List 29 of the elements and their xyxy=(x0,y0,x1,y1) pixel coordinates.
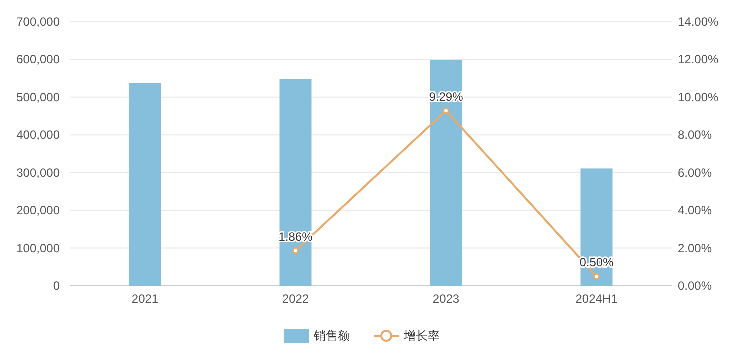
y2-tick-label: 2.00% xyxy=(678,241,712,256)
y2-tick-label: 4.00% xyxy=(678,204,712,218)
y-tick-label: 500,000 xyxy=(16,90,60,104)
y-tick-label: 600,000 xyxy=(16,52,60,67)
y-tick-label: 300,000 xyxy=(16,166,60,180)
x-tick-label: 2022 xyxy=(282,292,310,306)
y-tick-label: 400,000 xyxy=(16,128,60,142)
bar xyxy=(129,83,162,286)
bar xyxy=(430,60,462,286)
point xyxy=(443,108,450,114)
x-tick-label: 2024H1 xyxy=(576,292,618,306)
point xyxy=(594,273,600,280)
y2-tick-label: 14.00% xyxy=(678,15,720,29)
y-tick-label: 200,000 xyxy=(16,204,60,218)
y-tick-label: 0 xyxy=(53,279,60,293)
x-tick-label: 2023 xyxy=(432,292,460,306)
y2-tick-label: 10.00% xyxy=(678,90,720,104)
x-tick-label: 2021 xyxy=(132,292,159,306)
legend-label: 增长率 xyxy=(403,329,440,343)
bar xyxy=(280,79,312,286)
point xyxy=(292,248,299,254)
bar xyxy=(580,168,613,286)
y2-tick-label: 12.00% xyxy=(678,52,720,67)
y2-tick-label: 8.00% xyxy=(678,128,712,142)
y-tick-label: 700,000 xyxy=(16,15,60,29)
legend-label: 销售额 xyxy=(313,329,350,343)
y-tick-label: 100,000 xyxy=(16,241,60,256)
y2-tick-label: 0.00% xyxy=(678,279,712,293)
y2-tick-label: 6.00% xyxy=(678,166,712,180)
